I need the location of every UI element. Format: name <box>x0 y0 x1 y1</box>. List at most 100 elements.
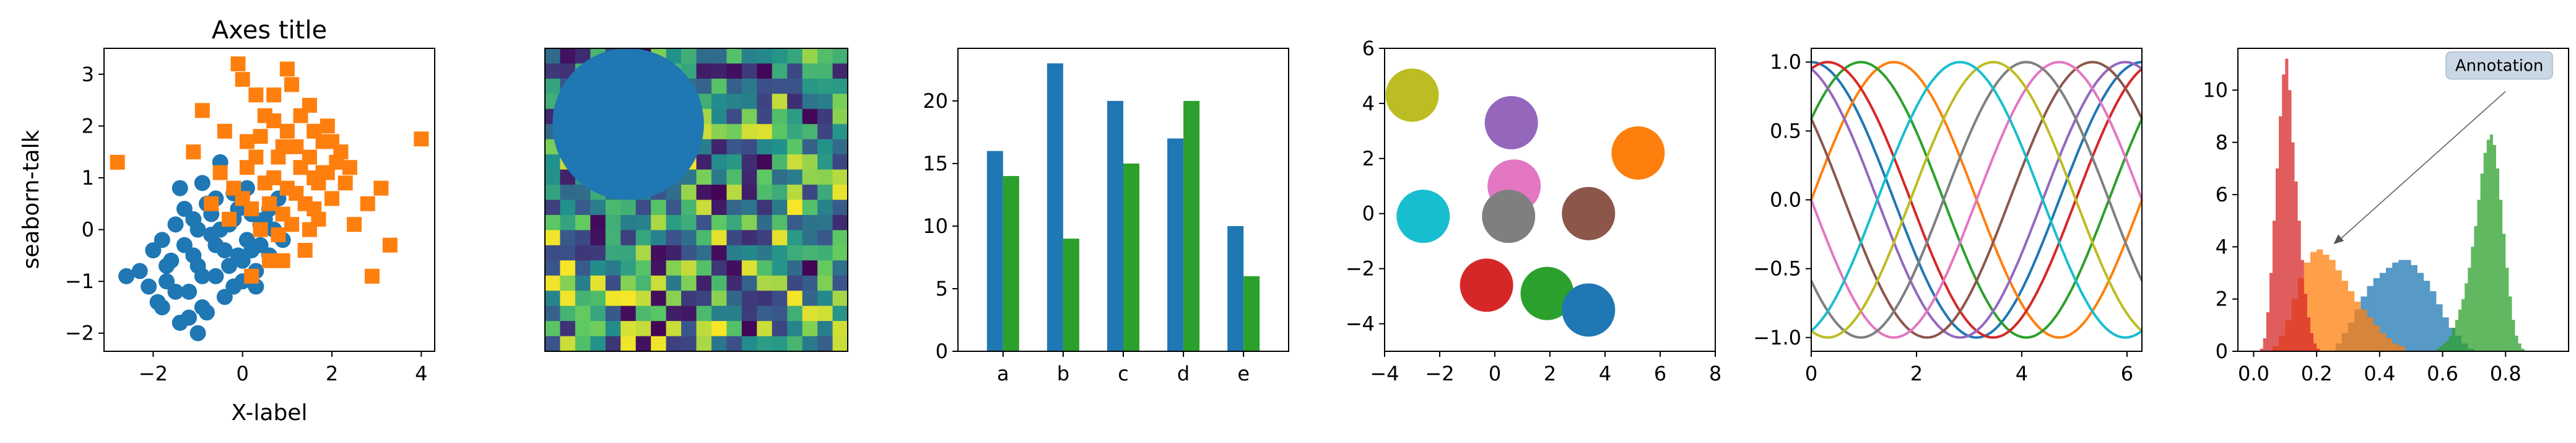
heatmap-panel <box>544 48 848 352</box>
heatmap-cell <box>560 230 576 246</box>
heatmap-cell <box>757 260 773 276</box>
heatmap-cell <box>741 94 757 110</box>
scatter-point <box>279 61 295 77</box>
heatmap-cell <box>620 245 637 261</box>
heatmap-cell <box>635 305 651 322</box>
y-tick-label: 6 <box>1362 37 1375 60</box>
heatmap-cell <box>726 336 742 352</box>
heatmap-cell <box>711 230 727 246</box>
plot-frame <box>2237 48 2569 352</box>
y-tick-label: 6 <box>2216 183 2228 206</box>
y-tick-label: 0 <box>82 218 94 242</box>
sine-line <box>1810 61 2143 339</box>
heatmap-cell <box>605 336 621 352</box>
x-tick-label: 0.2 <box>2301 362 2333 385</box>
heatmap-cell <box>560 200 576 216</box>
heatmap-cell <box>832 336 848 352</box>
scatter-point <box>307 201 322 217</box>
bar-panel: a b c d e 0 5 10 15 20 <box>923 48 1289 385</box>
heatmap-cell <box>741 154 757 170</box>
heatmap-cell <box>711 185 727 200</box>
heatmap-cell <box>817 214 833 230</box>
heatmap-cell <box>560 214 576 230</box>
x-tick-label: 2 <box>1544 362 1556 385</box>
heatmap-cell <box>802 185 818 200</box>
heatmap-cell <box>620 230 637 246</box>
heatmap-cell <box>605 275 621 291</box>
heatmap-cell <box>757 94 773 110</box>
heatmap-cell <box>711 260 727 276</box>
heatmap-cell <box>545 48 560 64</box>
heatmap-cell <box>635 275 651 291</box>
heatmap-cell <box>832 139 848 155</box>
scatter-point <box>302 149 317 165</box>
circles-axes: −4 −2 0 2 4 6 8 −4 −2 0 2 4 6 <box>1346 37 1721 385</box>
heatmap-cell <box>741 63 757 79</box>
x-tick-label: a <box>997 362 1009 385</box>
scatter-point <box>279 180 295 196</box>
heatmap-cell <box>757 305 773 322</box>
scatter-point <box>271 227 286 242</box>
heatmap-cell <box>772 94 788 110</box>
heatmap-cell <box>545 78 560 94</box>
heatmap-cell <box>832 321 848 337</box>
scatter-point <box>244 268 259 284</box>
heatmap-cell <box>817 336 833 352</box>
heatmap-cell <box>711 124 727 140</box>
heatmap-cell <box>590 275 606 291</box>
heatmap-cell <box>726 275 742 291</box>
heatmap-cell <box>757 124 773 140</box>
heatmap-cell <box>575 305 591 322</box>
scatter-point <box>239 134 255 149</box>
heatmap-cell <box>772 124 788 140</box>
y-tick-label: 4 <box>1362 92 1375 115</box>
heatmap-cell <box>651 230 667 246</box>
sine-line <box>1810 61 2143 339</box>
bar <box>1227 226 1244 351</box>
marker-circle <box>1396 190 1450 243</box>
heatmap-cell <box>757 200 773 216</box>
scatter-point <box>347 217 362 232</box>
heatmap-cell <box>802 94 818 110</box>
heatmap-cell <box>651 200 667 216</box>
heatmap-cell <box>635 291 651 307</box>
heatmap-cell <box>817 94 833 110</box>
heatmap-plot-area <box>545 48 848 352</box>
bar <box>1063 239 1079 351</box>
y-tick-label: 0.0 <box>1770 188 1801 212</box>
heatmap-cell <box>711 200 727 216</box>
heatmap-cell <box>832 124 848 140</box>
heatmap-cell <box>757 275 773 291</box>
scatter-point <box>414 131 429 147</box>
heatmap-cell <box>802 108 818 125</box>
scatter-point <box>194 175 211 191</box>
heatmap-cell <box>711 169 727 185</box>
histogram-plot-area <box>2260 58 2525 352</box>
heatmap-cell <box>711 78 727 94</box>
heatmap-cell <box>681 275 697 291</box>
heatmap-cell <box>772 214 788 230</box>
heatmap-cell <box>772 139 788 155</box>
heatmap-cell <box>787 336 803 352</box>
heatmap-cell <box>817 185 833 200</box>
sine-line <box>1810 61 2143 339</box>
heatmap-cell <box>651 291 667 307</box>
heatmap-cell <box>651 260 667 276</box>
heatmap-cell <box>545 336 560 352</box>
heatmap-cell <box>666 291 682 307</box>
scatter-point <box>189 325 206 341</box>
heatmap-cell <box>560 321 576 337</box>
heatmap-cell <box>817 291 833 307</box>
scatter-point <box>324 191 340 206</box>
heatmap-cell <box>832 260 848 276</box>
heatmap-cell <box>666 260 682 276</box>
heatmap-cell <box>560 185 576 200</box>
x-tick-label: 0 <box>1805 362 1817 385</box>
y-tick-label: 0.5 <box>1770 119 1801 143</box>
heatmap-cell <box>545 63 560 79</box>
heatmap-cell <box>787 200 803 216</box>
heatmap-cell <box>772 260 788 276</box>
scatter-point <box>279 123 295 139</box>
heatmap-cell <box>757 139 773 155</box>
heatmap-cell <box>726 63 742 79</box>
